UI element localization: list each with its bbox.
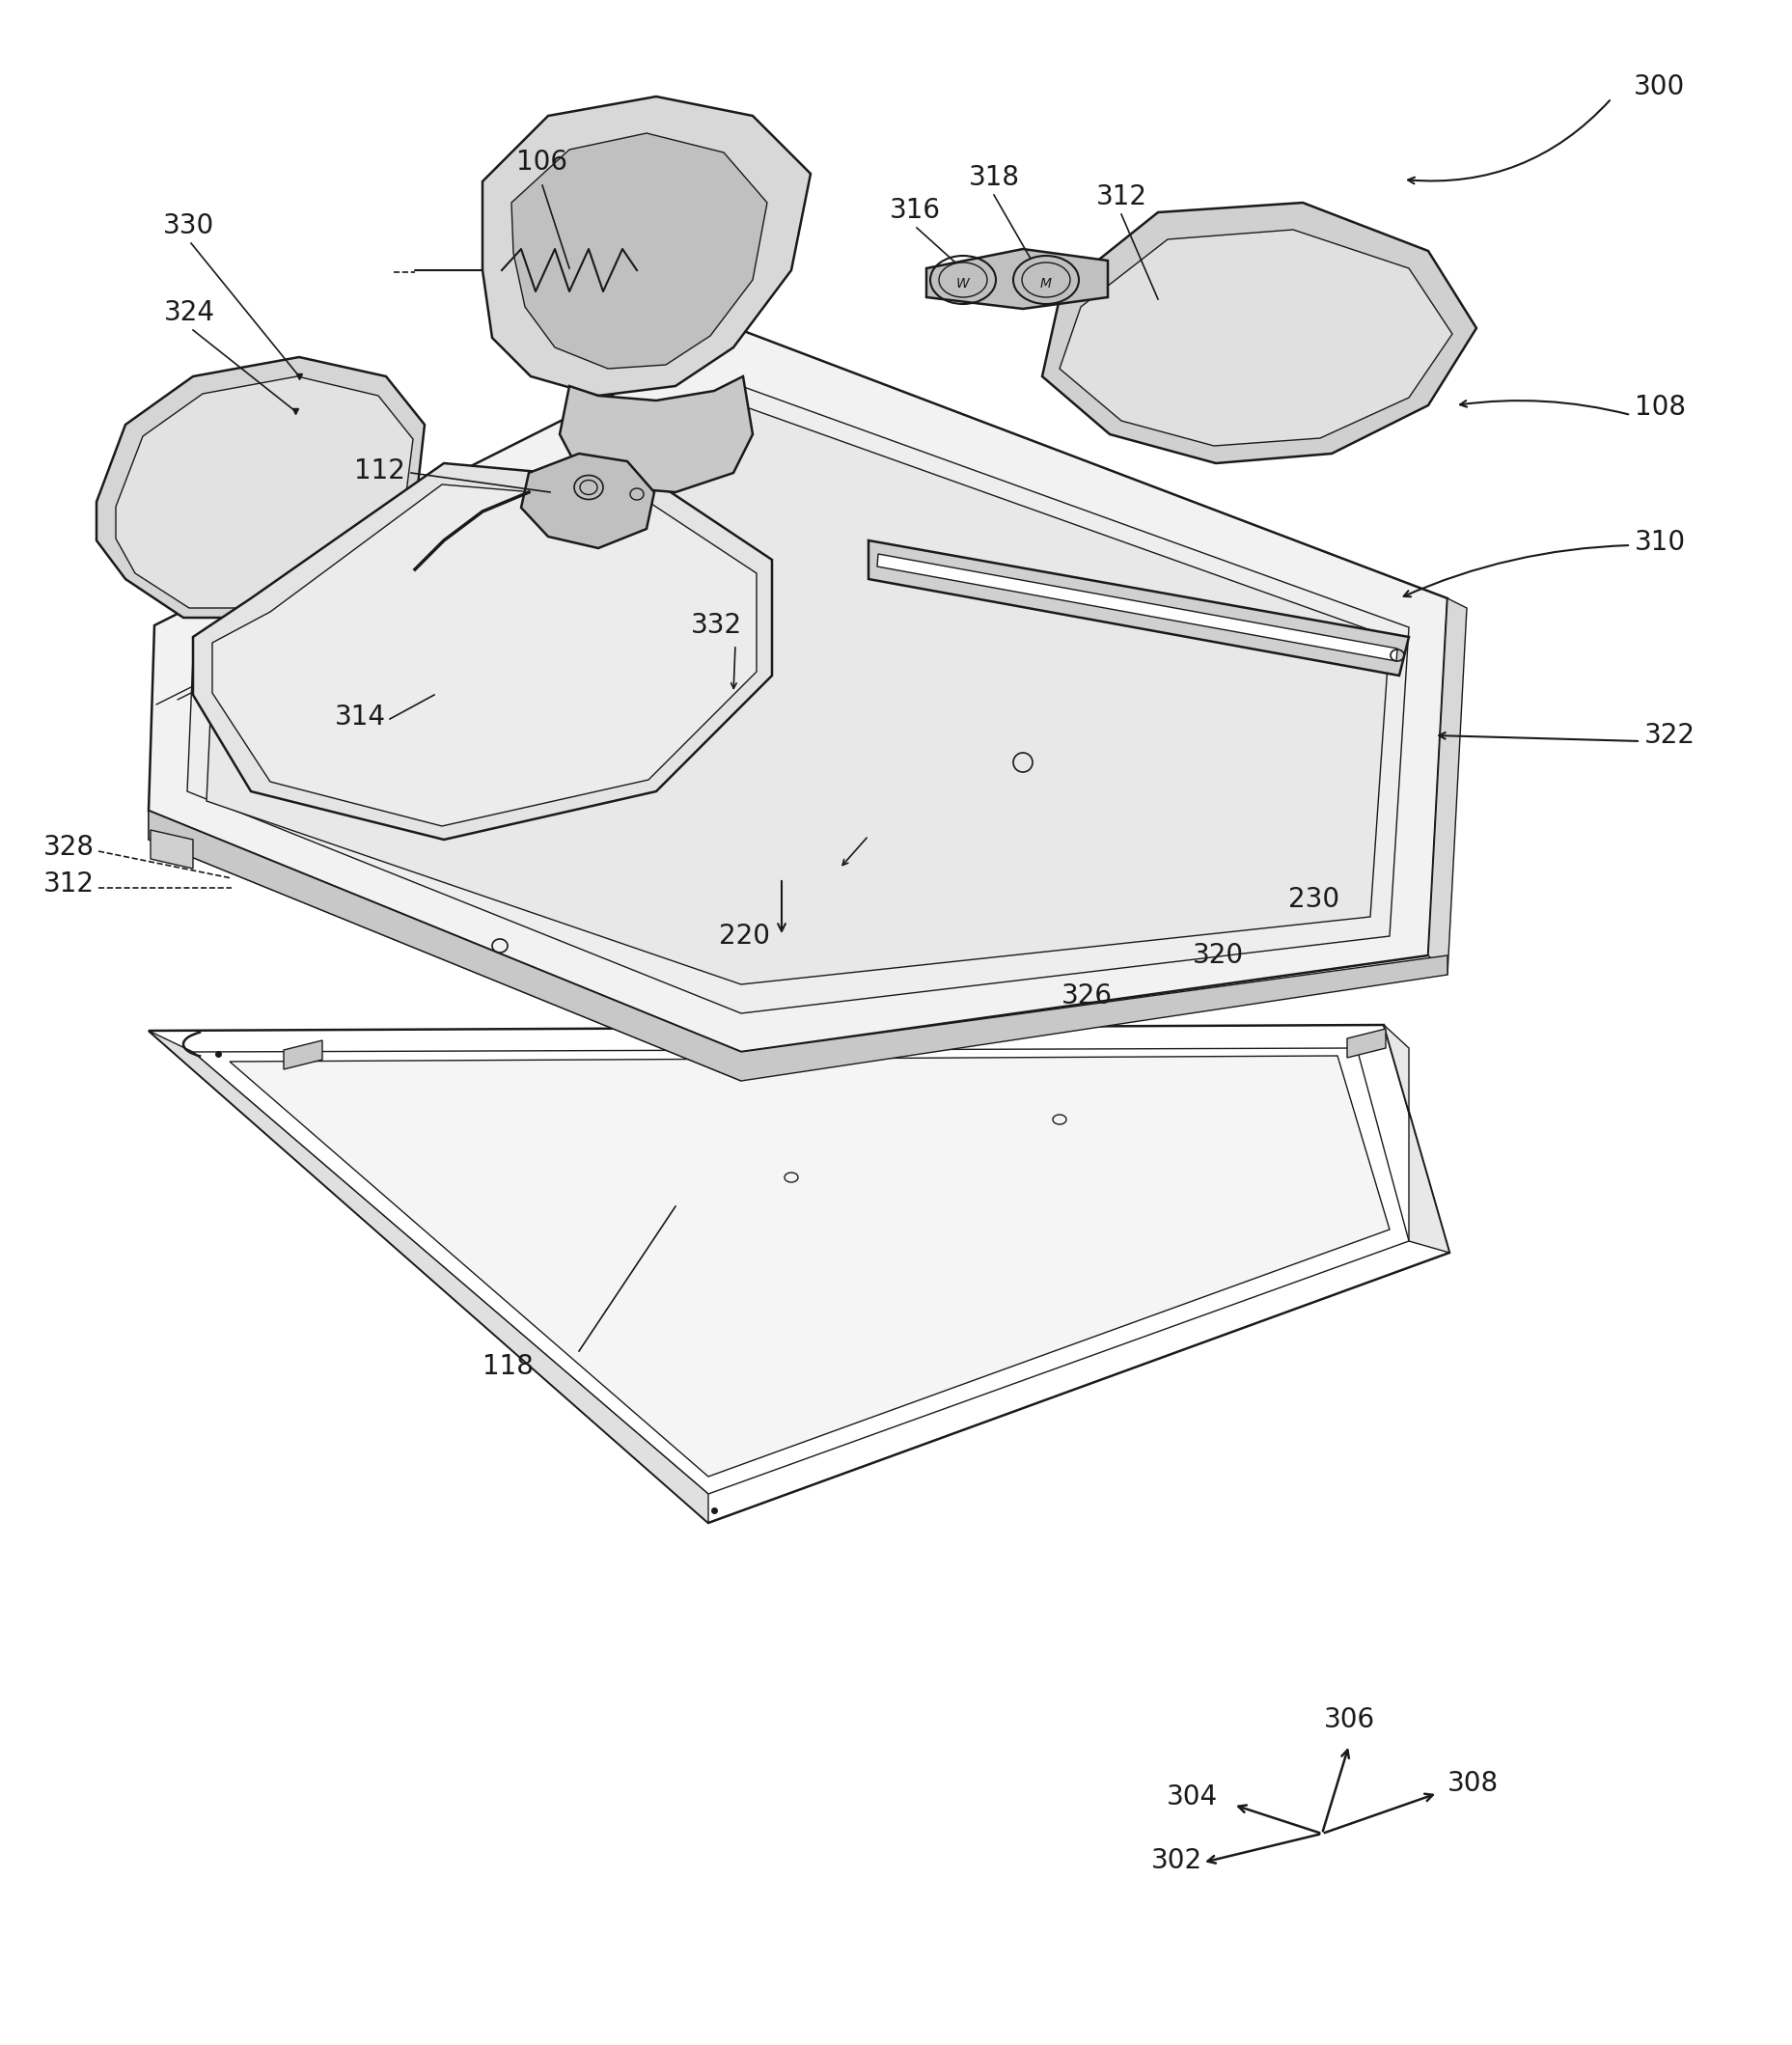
Text: 118: 118 — [482, 1354, 532, 1380]
Polygon shape — [926, 249, 1107, 309]
Polygon shape — [876, 554, 1396, 661]
Text: W: W — [955, 276, 969, 290]
Polygon shape — [867, 540, 1409, 675]
Text: 106: 106 — [516, 149, 568, 176]
Text: 230: 230 — [1288, 885, 1339, 912]
Polygon shape — [97, 358, 425, 618]
Polygon shape — [149, 329, 1446, 1051]
Text: 312: 312 — [43, 871, 95, 898]
Polygon shape — [151, 830, 194, 869]
Polygon shape — [1059, 229, 1452, 446]
Text: 328: 328 — [43, 834, 95, 861]
Polygon shape — [1346, 1029, 1385, 1057]
Text: 220: 220 — [719, 922, 771, 949]
Polygon shape — [186, 387, 1409, 1014]
Polygon shape — [559, 376, 753, 493]
Text: 310: 310 — [1634, 530, 1684, 556]
Text: M: M — [1039, 276, 1052, 290]
Polygon shape — [482, 96, 810, 395]
Polygon shape — [229, 1055, 1389, 1476]
Polygon shape — [116, 376, 412, 607]
Text: 320: 320 — [1192, 943, 1244, 969]
Polygon shape — [521, 454, 654, 548]
Text: 318: 318 — [968, 164, 1020, 190]
Text: 308: 308 — [1446, 1771, 1498, 1798]
Text: 312: 312 — [1095, 184, 1147, 211]
Polygon shape — [149, 810, 740, 1082]
Text: 332: 332 — [690, 611, 742, 638]
Polygon shape — [206, 405, 1389, 984]
Text: 306: 306 — [1322, 1706, 1374, 1734]
Polygon shape — [149, 1025, 1448, 1524]
Polygon shape — [1428, 599, 1466, 975]
Polygon shape — [149, 1031, 708, 1524]
Text: 304: 304 — [1167, 1783, 1217, 1810]
Text: 324: 324 — [163, 299, 215, 327]
Text: 314: 314 — [335, 703, 385, 730]
Text: 302: 302 — [1150, 1847, 1202, 1873]
Polygon shape — [283, 1041, 323, 1070]
Polygon shape — [1383, 1025, 1448, 1254]
Text: 326: 326 — [1061, 982, 1111, 1010]
Polygon shape — [194, 1049, 1409, 1495]
Text: 330: 330 — [163, 213, 215, 239]
Text: 300: 300 — [1633, 74, 1684, 100]
Polygon shape — [211, 485, 756, 826]
Polygon shape — [511, 133, 767, 368]
Text: 322: 322 — [1643, 722, 1695, 748]
Polygon shape — [149, 810, 1446, 1082]
Text: 112: 112 — [355, 458, 405, 485]
Polygon shape — [194, 464, 772, 840]
Text: 316: 316 — [889, 196, 939, 223]
Polygon shape — [1041, 202, 1475, 464]
Text: 108: 108 — [1634, 395, 1684, 421]
